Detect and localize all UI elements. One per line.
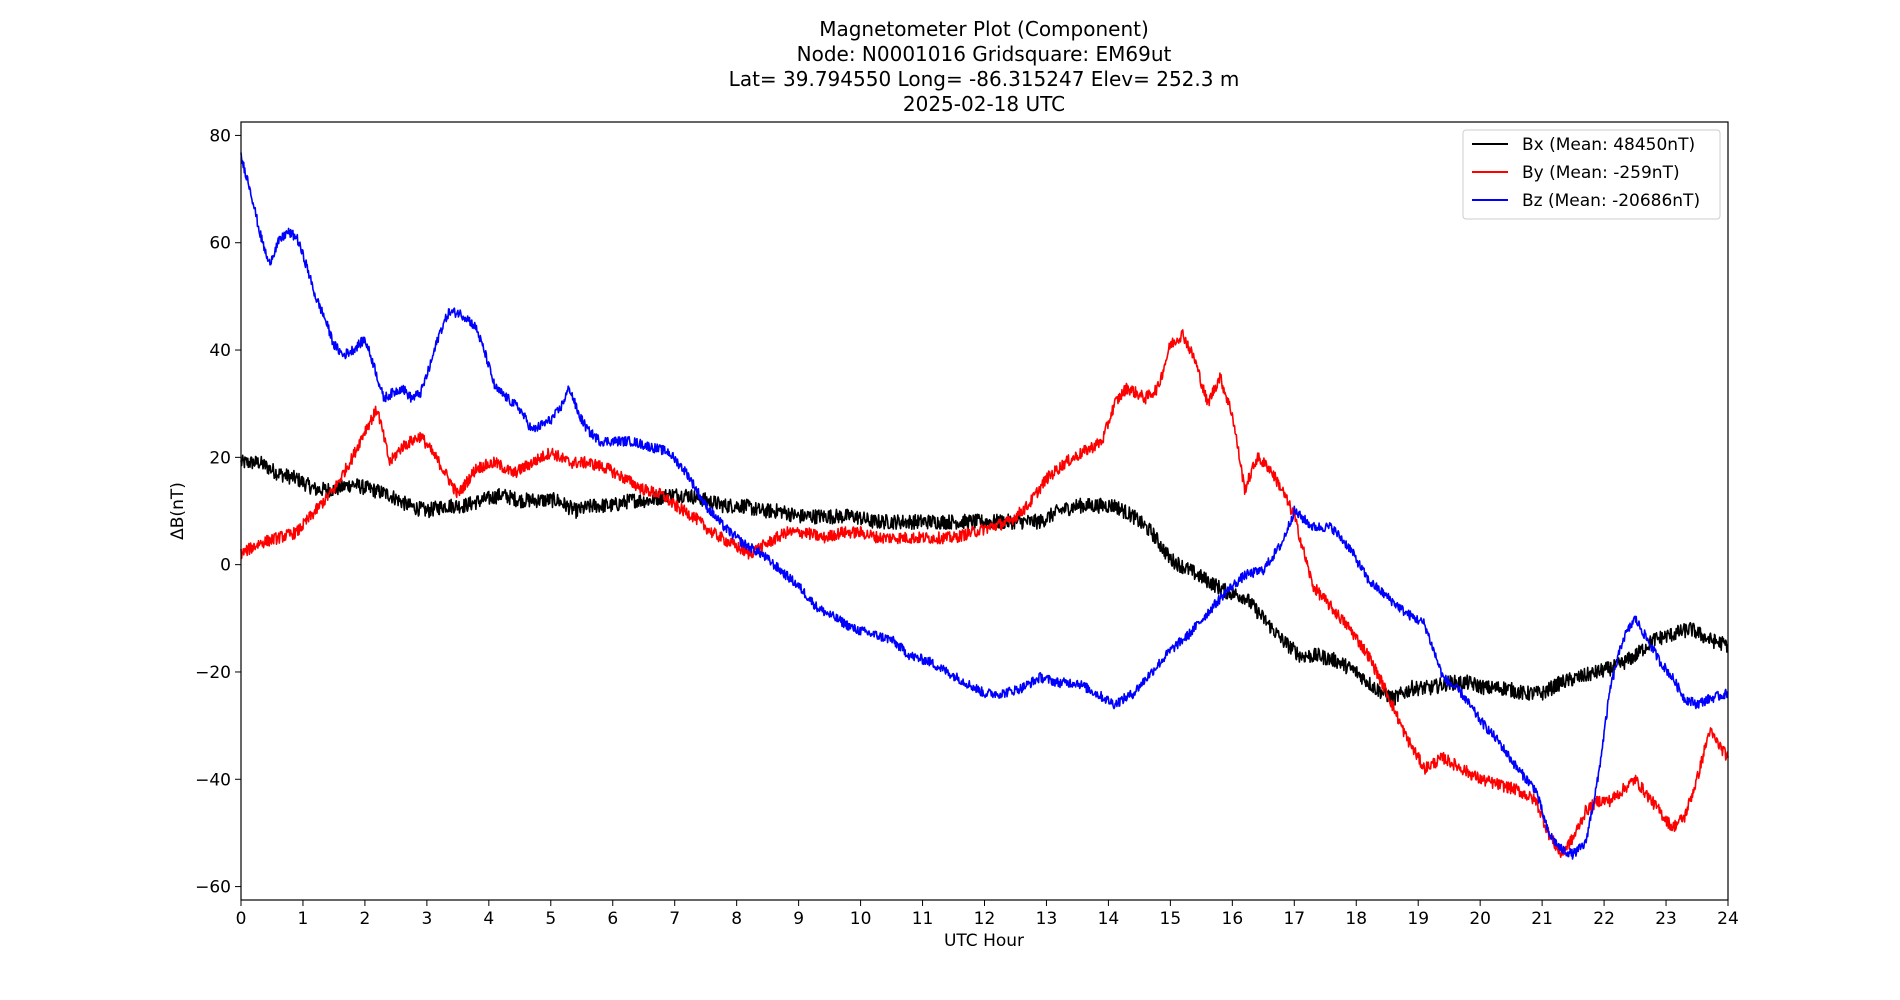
y-tick-label: 80 — [209, 126, 231, 146]
chart-title: Magnetometer Plot (Component) Node: N000… — [729, 17, 1240, 116]
x-tick-label: 18 — [1345, 909, 1367, 929]
x-tick-label: 21 — [1531, 909, 1553, 929]
title-line-4: 2025-02-18 UTC — [903, 92, 1065, 116]
title-line-3: Lat= 39.794550 Long= -86.315247 Elev= 25… — [729, 67, 1240, 91]
y-tick-label: 20 — [209, 448, 231, 468]
series-line-bx — [240, 454, 1729, 706]
legend-entry: By (Mean: -259nT) — [1522, 163, 1680, 183]
x-tick-label: 6 — [607, 909, 618, 929]
x-tick-label: 17 — [1283, 909, 1305, 929]
legend-entry: Bz (Mean: -20686nT) — [1522, 191, 1700, 211]
x-tick-label: 2 — [360, 909, 371, 929]
x-tick-label: 9 — [793, 909, 804, 929]
series-line-bz — [240, 152, 1729, 860]
x-tick-label: 8 — [731, 909, 742, 929]
x-tick-label: 10 — [850, 909, 872, 929]
series-group — [240, 152, 1729, 860]
x-axis-label: UTC Hour — [944, 931, 1024, 951]
y-tick-label: −60 — [195, 878, 231, 898]
x-tick-label: 13 — [1036, 909, 1058, 929]
x-tick-label: 20 — [1469, 909, 1491, 929]
y-tick-label: 0 — [220, 556, 231, 576]
x-tick-label: 5 — [545, 909, 556, 929]
y-tick-label: 40 — [209, 341, 231, 361]
x-tick-label: 7 — [669, 909, 680, 929]
legend-box — [1462, 129, 1721, 220]
y-axis-label: ΔB(nT) — [168, 482, 188, 540]
x-axis: 0 1 2 3 4 5 6 7 8 9 10 11 12 13 14 15 16 17 18 19 20 21 22 23 24 — [236, 900, 1739, 929]
y-tick-label: −20 — [195, 663, 231, 683]
x-tick-label: 4 — [483, 909, 494, 929]
x-tick-label: 12 — [974, 909, 996, 929]
x-tick-label: 15 — [1160, 909, 1182, 929]
x-tick-label: 23 — [1655, 909, 1677, 929]
y-tick-label: −40 — [195, 770, 231, 790]
x-tick-label: 3 — [421, 909, 432, 929]
x-tick-label: 0 — [236, 909, 247, 929]
y-axis: −60 −40 −20 0 20 40 60 80 — [195, 126, 241, 898]
x-tick-label: 19 — [1407, 909, 1429, 929]
x-tick-label: 24 — [1717, 909, 1739, 929]
title-line-1: Magnetometer Plot (Component) — [819, 17, 1149, 41]
x-tick-label: 16 — [1222, 909, 1244, 929]
x-tick-label: 22 — [1593, 909, 1615, 929]
y-tick-label: 60 — [209, 234, 231, 254]
series-line-by — [240, 329, 1729, 859]
legend-entry: Bx (Mean: 48450nT) — [1522, 135, 1695, 155]
x-tick-label: 1 — [298, 909, 309, 929]
legend: Bx (Mean: 48450nT) By (Mean: -259nT) Bz (M… — [1462, 129, 1721, 220]
x-tick-label: 14 — [1098, 909, 1120, 929]
title-line-2: Node: N0001016 Gridsquare: EM69ut — [797, 42, 1172, 66]
x-tick-label: 11 — [912, 909, 934, 929]
